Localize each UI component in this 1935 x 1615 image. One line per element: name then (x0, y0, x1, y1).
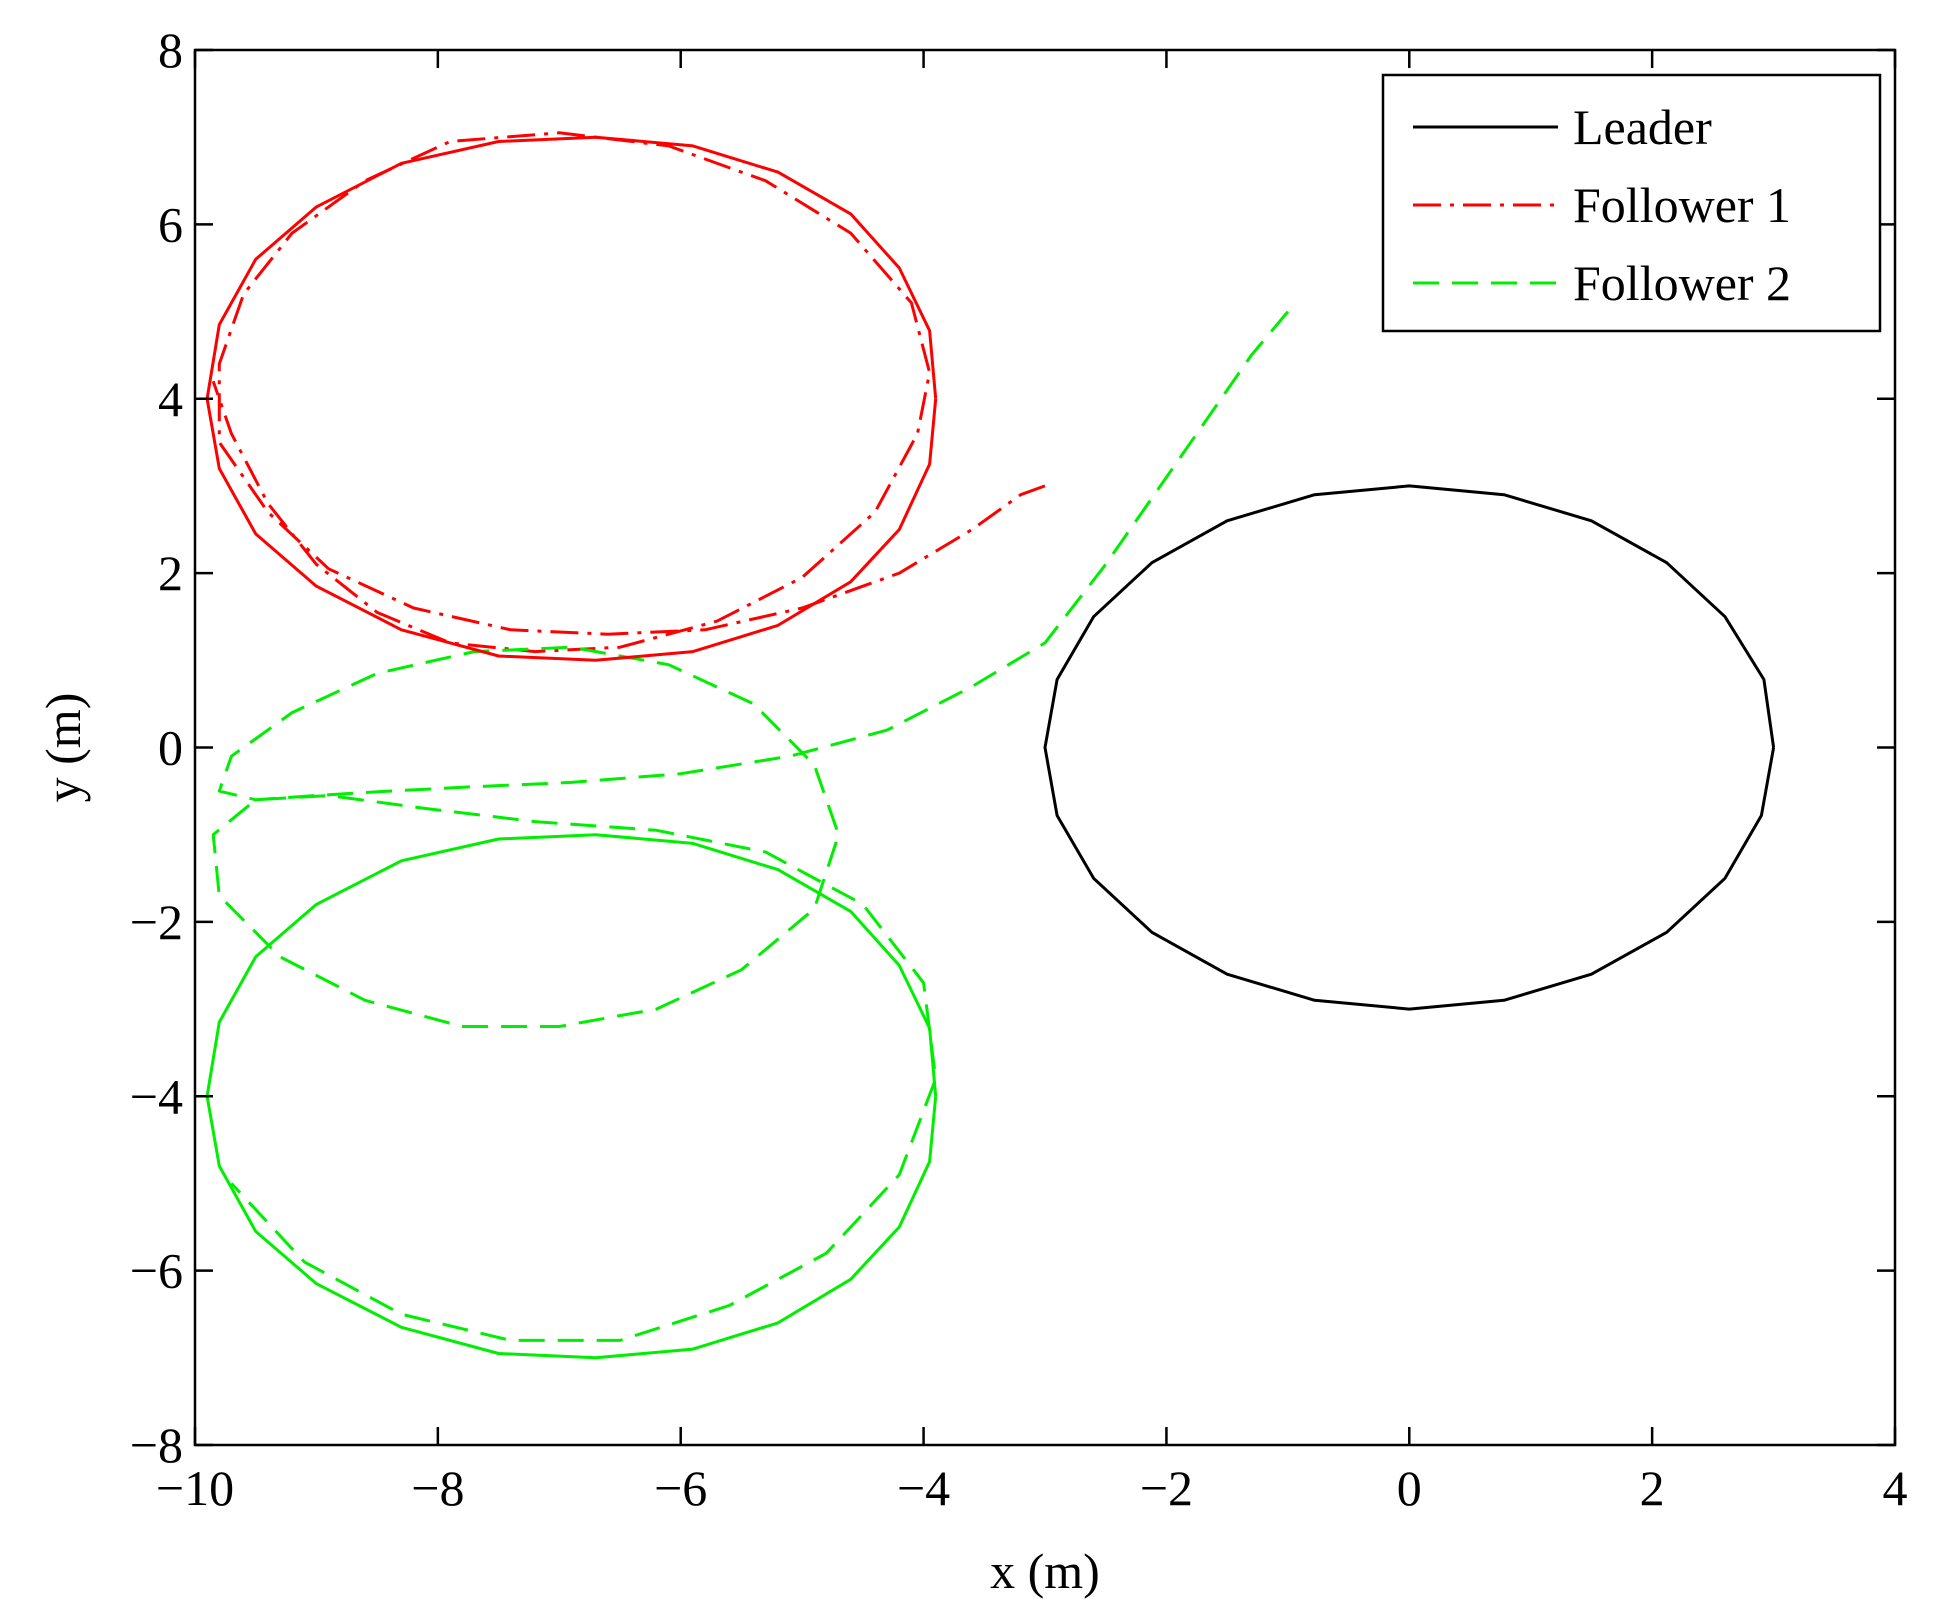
legend-label: Follower 2 (1573, 255, 1791, 311)
y-tick-label: 2 (158, 545, 183, 601)
x-tick-label: 2 (1640, 1460, 1665, 1516)
y-axis-label: y (m) (35, 693, 91, 803)
x-tick-label: 4 (1883, 1460, 1908, 1516)
y-tick-label: −4 (130, 1068, 183, 1124)
legend-label: Follower 1 (1573, 177, 1791, 233)
y-tick-label: −2 (130, 894, 183, 950)
y-tick-label: −6 (130, 1243, 183, 1299)
y-tick-label: 6 (158, 196, 183, 252)
legend: Leader Follower 1 Follower 2 (1381, 73, 1882, 333)
x-tick-label: −4 (897, 1460, 950, 1516)
y-tick-label: 4 (158, 371, 183, 427)
legend-label: Leader (1573, 99, 1712, 155)
x-tick-label: −8 (411, 1460, 464, 1516)
x-tick-label: −10 (156, 1460, 234, 1516)
x-tick-label: 0 (1397, 1460, 1422, 1516)
y-tick-label: 0 (158, 720, 183, 776)
x-tick-label: −2 (1140, 1460, 1193, 1516)
legend-entries: Leader Follower 1 Follower 2 (1413, 99, 1791, 311)
legend-box (1381, 73, 1882, 333)
x-axis-label: x (m) (990, 1543, 1100, 1599)
y-tick-label: 8 (158, 22, 183, 78)
x-tick-label: −6 (654, 1460, 707, 1516)
y-tick-label: −8 (130, 1417, 183, 1473)
series-line-0-0 (1043, 484, 1776, 1011)
